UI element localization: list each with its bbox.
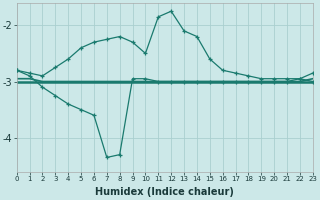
X-axis label: Humidex (Indice chaleur): Humidex (Indice chaleur)	[95, 187, 234, 197]
